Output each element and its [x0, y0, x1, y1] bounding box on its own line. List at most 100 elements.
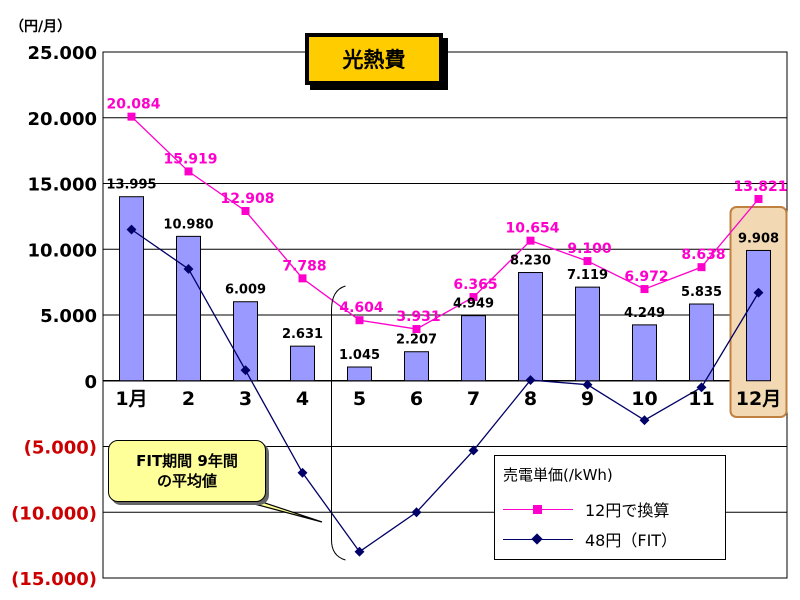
- line-data-label: 15.919: [163, 151, 217, 167]
- x-axis: 1月 2 3 4 5 6 7 8 9 10 11 12月: [115, 388, 781, 410]
- bar-data-label: 2.631: [282, 327, 323, 342]
- bar-data-label: 1.045: [339, 348, 380, 363]
- x-tick-label: 10: [631, 388, 657, 410]
- bar-data-label: 4.249: [624, 306, 665, 321]
- bar: [689, 303, 714, 382]
- annotation-bracket: [331, 285, 346, 561]
- y-tick-label: 0: [84, 372, 97, 393]
- series-point: [526, 236, 535, 245]
- series-point: [297, 467, 308, 478]
- x-tick-label: 4: [296, 388, 309, 410]
- y-tick-label: (5.000): [24, 438, 97, 459]
- legend-item-12yen: 12円で換算: [503, 498, 669, 520]
- bars: [119, 196, 771, 382]
- annotation-callout: FIT期間 9年間 の平均値: [108, 440, 266, 502]
- line-data-label: 3.931: [396, 309, 440, 325]
- bar: [746, 249, 771, 382]
- bar: [347, 366, 372, 382]
- series-point: [696, 382, 707, 393]
- chart-title-text: 光熱費: [342, 48, 406, 72]
- legend-label-48yen: 48円（FIT）: [585, 531, 678, 550]
- y-tick-label: 25.000: [28, 43, 97, 64]
- x-tick-label: 3: [239, 388, 252, 410]
- x-tick-label: 1月: [115, 388, 147, 410]
- series-point: [525, 375, 536, 386]
- series-point: [412, 325, 421, 334]
- series-point: [753, 287, 764, 298]
- series-point: [754, 195, 763, 204]
- square-marker-icon: [533, 504, 542, 514]
- series-point: [639, 415, 650, 426]
- series-point: [127, 112, 136, 121]
- bar: [404, 351, 429, 382]
- bar: [119, 196, 144, 382]
- series-point: [469, 293, 478, 302]
- annotation-line-1: FIT期間 9年間: [136, 452, 238, 470]
- legend-title: 売電単価(/kWh): [503, 466, 613, 484]
- bar-data-label: 13.995: [106, 178, 156, 193]
- bar: [632, 324, 657, 382]
- series-point: [298, 274, 307, 283]
- line-data-label: 20.084: [106, 97, 160, 113]
- y-tick-label: (15.000): [11, 569, 97, 590]
- line-data-label: 13.821: [733, 179, 787, 195]
- annotation-line-2: の平均値: [156, 472, 217, 490]
- series-line: [131, 228, 760, 553]
- bar-data-label: 7.119: [567, 268, 608, 283]
- legend-item-48yen: 48円（FIT）: [503, 528, 677, 550]
- x-tick-label: 7: [467, 388, 480, 410]
- series-line: [131, 116, 759, 330]
- series-point: [411, 507, 422, 518]
- legend-line-48yen: [503, 532, 573, 545]
- x-tick-label: 6: [410, 388, 423, 410]
- x-tick-label: 2: [182, 388, 195, 410]
- bar-data-label: 5.835: [681, 285, 722, 300]
- y-tick-label: (10.000): [11, 503, 97, 524]
- line-data-label: 8.638: [681, 247, 725, 263]
- legend: 売電単価(/kWh) 12円で換算 48円（FIT）: [494, 455, 726, 560]
- bar: [575, 286, 600, 382]
- series-point: [697, 263, 706, 272]
- line-data-label: 6.365: [453, 277, 497, 293]
- legend-label-12yen: 12円で換算: [585, 501, 670, 520]
- x-tick-label: 9: [581, 388, 594, 410]
- line-data-label: 10.654: [505, 221, 559, 237]
- series-point: [354, 546, 365, 557]
- y-axis: 25.000 20.000 15.000 10.000 5.000 0 (5.000) (10…: [11, 43, 97, 590]
- series-point: [183, 264, 194, 274]
- bar-data-label: 2.207: [396, 333, 437, 348]
- series-point: [184, 167, 193, 176]
- bar-data-label: 10.980: [163, 217, 213, 232]
- bar: [518, 272, 543, 382]
- series-lines: [126, 112, 764, 557]
- gridlines: [102, 51, 788, 579]
- line-data-label: 6.972: [624, 269, 668, 285]
- series-point: [468, 445, 479, 456]
- bar-data-label: 9.908: [738, 231, 779, 246]
- diamond-marker-icon: [531, 532, 543, 545]
- data-labels: 13.995 10.980 6.009 2.631 1.045 2.207 4.949 8.2…: [106, 97, 787, 363]
- y-tick-label: 10.000: [28, 240, 97, 261]
- x-tick-label: 11: [688, 388, 714, 410]
- bar-data-label: 6.009: [225, 283, 266, 298]
- unit-label: （円/月）: [10, 19, 72, 35]
- line-data-label: 9.100: [567, 241, 612, 257]
- chart-title: 光熱費: [305, 33, 443, 85]
- bar: [290, 345, 315, 382]
- series-point: [355, 316, 364, 325]
- x-tick-label: 12月: [736, 388, 781, 410]
- bar: [176, 235, 201, 382]
- y-tick-label: 15.000: [28, 175, 97, 196]
- series-point: [582, 379, 593, 390]
- legend-line-12yen: [503, 504, 573, 514]
- bar-data-label: 8.230: [510, 254, 551, 269]
- series-point: [640, 285, 649, 294]
- series-point: [126, 224, 137, 235]
- series-point: [583, 257, 592, 266]
- x-tick-label: 5: [353, 388, 366, 410]
- series-point: [240, 365, 251, 376]
- series-point: [241, 207, 250, 216]
- bar: [461, 315, 486, 382]
- y-tick-label: 5.000: [40, 306, 97, 327]
